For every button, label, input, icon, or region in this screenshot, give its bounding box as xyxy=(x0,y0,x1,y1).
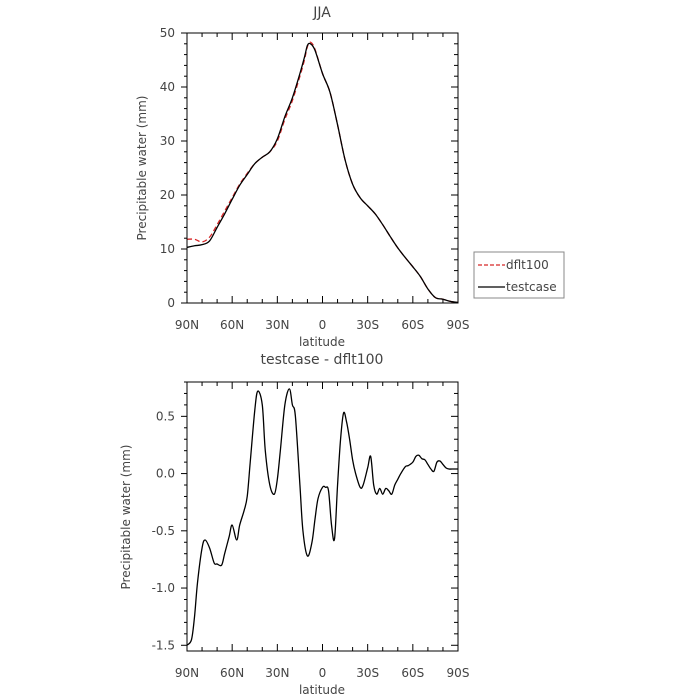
y-tick-label: 0 xyxy=(167,296,175,310)
legend-label-testcase: testcase xyxy=(506,280,557,294)
bottom-chart-xlabel: latitude xyxy=(299,683,345,697)
top-chart: JJA 90N 60N 30N 0 30S 60S 90S 0 10 20 30 40 50 lati… xyxy=(135,5,565,349)
x-tick-label: 0 xyxy=(319,666,327,680)
bottom-chart-ylabel: Precipitable water (mm) xyxy=(119,445,133,590)
x-tick-label: 90S xyxy=(447,318,470,332)
x-tick-label: 60S xyxy=(401,666,424,680)
y-tick-label: 0.0 xyxy=(156,467,175,481)
bottom-chart-title: testcase - dflt100 xyxy=(261,352,384,368)
top-chart-ylabel: Precipitable water (mm) xyxy=(135,96,149,241)
series-line-dflt100 xyxy=(186,41,459,304)
bottom-chart-series-layer xyxy=(186,388,458,646)
top-chart-series-layer xyxy=(186,41,459,304)
x-tick-label: 30S xyxy=(356,318,379,332)
y-tick-label: 40 xyxy=(160,80,175,94)
top-chart-xlabel: latitude xyxy=(299,335,345,349)
y-tick-label: 50 xyxy=(160,26,175,40)
legend-label-dflt100: dflt100 xyxy=(506,258,549,272)
x-tick-label: 30S xyxy=(356,666,379,680)
series-line-diff xyxy=(186,388,458,646)
y-tick-label: -1.0 xyxy=(152,581,175,595)
x-tick-label: 60N xyxy=(220,318,244,332)
top-chart-legend: dflt100 testcase xyxy=(473,251,565,299)
y-tick-label: 0.5 xyxy=(156,409,175,423)
bottom-chart: testcase - dflt100 90N 60N 30N 0 30S 60S 90S -… xyxy=(119,352,469,697)
legend-box xyxy=(473,251,565,299)
bottom-chart-y-axis: -1.5 -1.0 -0.5 0.0 0.5 xyxy=(152,381,458,652)
x-tick-label: 60N xyxy=(220,666,244,680)
x-tick-label: 60S xyxy=(401,318,424,332)
y-tick-label: -0.5 xyxy=(152,524,175,538)
bottom-chart-x-axis: 90N 60N 30N 0 30S 60S 90S xyxy=(175,382,470,680)
x-tick-label: 90S xyxy=(447,666,470,680)
x-tick-label: 90N xyxy=(175,318,199,332)
y-tick-label: -1.5 xyxy=(152,638,175,652)
y-tick-label: 30 xyxy=(160,134,175,148)
top-chart-x-axis: 90N 60N 30N 0 30S 60S 90S xyxy=(175,33,470,332)
x-tick-label: 90N xyxy=(175,666,199,680)
x-tick-label: 0 xyxy=(319,318,327,332)
x-tick-label: 30N xyxy=(265,318,289,332)
top-chart-title: JJA xyxy=(312,5,331,21)
top-chart-y-axis: 0 10 20 30 40 50 xyxy=(160,26,458,310)
y-tick-label: 10 xyxy=(160,242,175,256)
series-line-testcase xyxy=(186,42,459,304)
x-tick-label: 30N xyxy=(265,666,289,680)
bottom-chart-frame xyxy=(186,381,459,652)
y-tick-label: 20 xyxy=(160,188,175,202)
